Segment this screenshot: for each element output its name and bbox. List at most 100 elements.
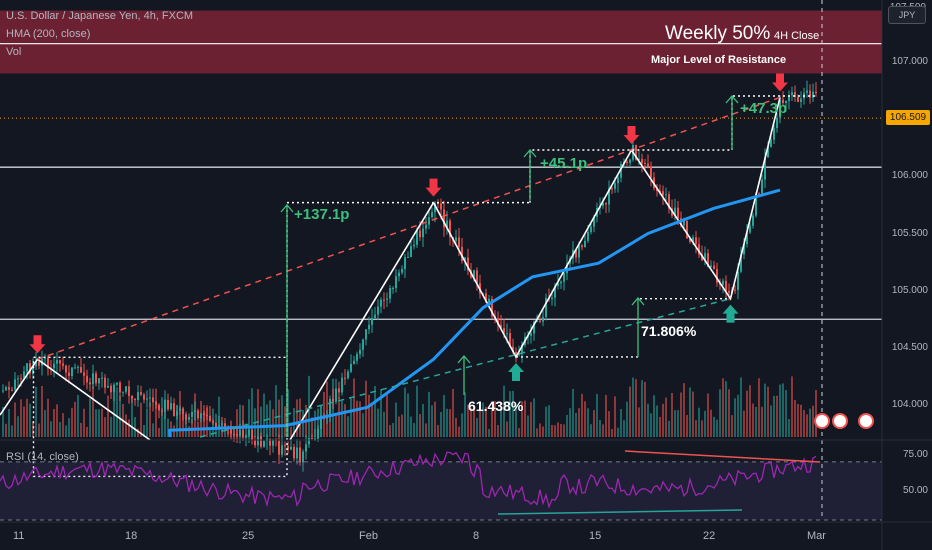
volume-bar (371, 403, 373, 437)
volume-bar (587, 408, 589, 437)
candle-body (134, 398, 136, 401)
volume-bar (317, 408, 319, 437)
volume-bar (719, 389, 721, 437)
volume-bar (350, 398, 352, 437)
candle-body (638, 159, 640, 161)
candle-body (254, 440, 256, 446)
volume-bar (749, 385, 751, 437)
candle-body (626, 161, 628, 164)
volume-bar (716, 419, 718, 437)
date-tick: 22 (703, 530, 716, 542)
candle-body (170, 403, 172, 410)
volume-bar (290, 426, 292, 437)
volume-bar (116, 387, 118, 437)
volume-bar (407, 393, 409, 437)
currency-badge[interactable]: JPY (888, 6, 926, 24)
candle-body (188, 417, 190, 420)
candle-body (32, 366, 34, 374)
volume-bar (416, 385, 418, 437)
volume-bar (611, 428, 613, 437)
volume-bar (707, 393, 709, 437)
candle-body (617, 177, 619, 184)
candle-body (38, 361, 40, 366)
volume-bar (506, 421, 508, 437)
rsi-divergence-line (624, 450, 821, 463)
volume-bar (560, 423, 562, 437)
candle-body (311, 438, 313, 440)
candle-body (386, 298, 388, 300)
rsi-tick: 75.00 (902, 448, 928, 460)
candle-body (752, 215, 754, 226)
candle-body (740, 254, 742, 272)
candle-body (707, 253, 709, 268)
candle-body (464, 257, 466, 261)
move-arrow-1-head (280, 204, 294, 213)
volume-bar (119, 395, 121, 437)
candle-body (302, 451, 304, 463)
volume-bar (461, 413, 463, 437)
candle-body (665, 194, 667, 196)
candle-body (710, 265, 712, 268)
candle-body (497, 318, 499, 325)
rsi-legend[interactable]: RSI (14, close) (6, 451, 79, 463)
candle-body (389, 288, 391, 299)
candle-body (398, 272, 400, 277)
candle-body (602, 202, 604, 207)
candle-body (92, 373, 94, 385)
candle-body (179, 408, 181, 412)
candle-body (689, 238, 691, 242)
volume-bar (443, 395, 445, 437)
candle-body (269, 438, 271, 446)
volume-bar (692, 391, 694, 437)
candle-body (668, 194, 670, 209)
candle-body (686, 220, 688, 239)
price-tick: 107.000 (891, 56, 928, 67)
candle-body (407, 256, 409, 258)
swing-high-arrow (623, 126, 640, 145)
candle-body (380, 299, 382, 307)
candle-body (191, 412, 193, 418)
volume-bar (470, 408, 472, 437)
candle-body (437, 203, 439, 205)
candle-body (2, 390, 4, 392)
volume-bar (377, 408, 379, 437)
candle-body (125, 386, 127, 392)
candle-body (68, 372, 70, 376)
volume-bar (380, 389, 382, 437)
volume-bar (626, 401, 628, 437)
volume-bar (392, 422, 394, 437)
volume-bar (737, 394, 739, 437)
candle-body (296, 447, 298, 459)
candle-body (239, 430, 241, 436)
candle-body (224, 423, 226, 428)
fib-label-2: 71.806% (641, 323, 697, 339)
volume-bar (17, 416, 19, 437)
volume-bar (38, 423, 40, 437)
candle-body (116, 382, 118, 385)
volume-bar (356, 400, 358, 437)
volume-bar (743, 410, 745, 437)
candle-body (533, 321, 535, 334)
candle-body (236, 434, 238, 436)
price-tick: 105.000 (891, 284, 928, 296)
date-tick: 25 (242, 530, 255, 542)
date-tick: 11 (13, 530, 25, 542)
volume-bar (665, 397, 667, 437)
candle-body (518, 354, 520, 356)
volume-bar (809, 408, 811, 437)
event-icon (832, 413, 848, 429)
resistance-zone (0, 10, 882, 74)
volume-bar (581, 393, 583, 437)
candle-body (728, 290, 730, 293)
volume-bar (29, 403, 31, 437)
vol-legend[interactable]: Vol (6, 46, 22, 58)
volume-bar (362, 413, 364, 437)
candle-body (353, 360, 355, 364)
volume-bar (161, 397, 163, 437)
volume-bar (395, 402, 397, 437)
hma-legend[interactable]: HMA (200, close) (6, 28, 91, 40)
volume-bar (326, 381, 328, 437)
candle-body (446, 220, 448, 228)
candle-body (635, 145, 637, 160)
